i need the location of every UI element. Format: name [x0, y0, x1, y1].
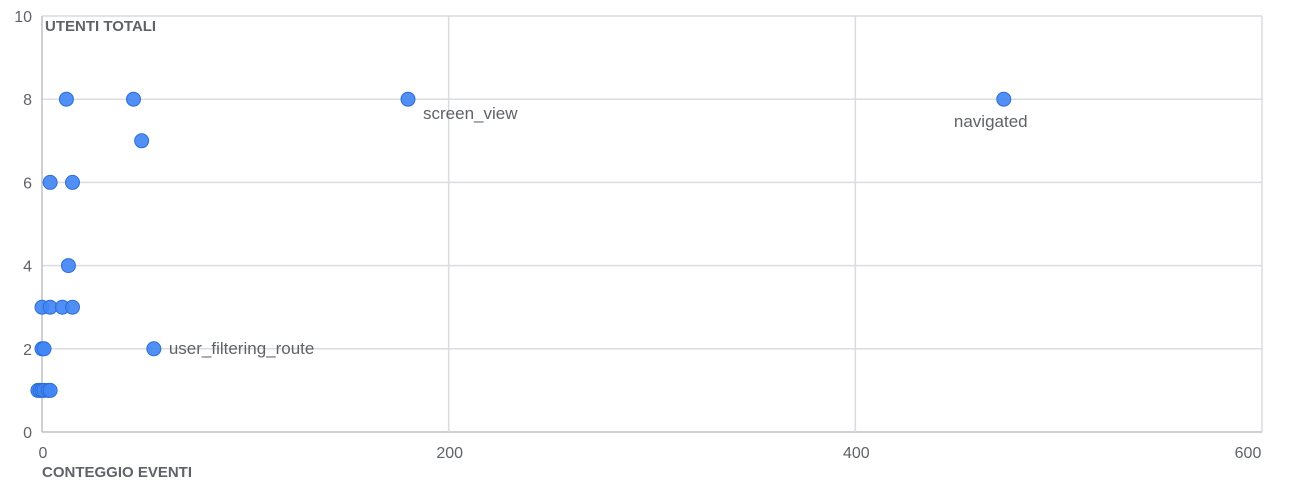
data-point-2 [400, 91, 416, 107]
y-tick-label-2: 2 [23, 342, 32, 359]
data-point-3 [996, 91, 1012, 107]
point-label-layer: screen_view navigated user_filtering_route [169, 104, 1028, 358]
point-label-screen_view: screen_view [423, 104, 518, 123]
data-point-20 [42, 382, 58, 398]
x-tick-label-600: 600 [1235, 445, 1262, 462]
point-label-user_filtering_route: user_filtering_route [169, 339, 315, 358]
data-point-13 [36, 341, 52, 357]
x-axis-title: CONTEGGIO EVENTI [42, 464, 192, 481]
data-point-7 [60, 258, 76, 274]
x-tick-label-200: 200 [436, 445, 463, 462]
data-point-0 [58, 91, 74, 107]
y-tick-label-10: 10 [14, 9, 32, 26]
data-point-6 [65, 174, 80, 190]
point-label-navigated: navigated [954, 112, 1028, 131]
data-point-4 [134, 133, 150, 149]
grid-layer [41, 15, 1263, 433]
data-point-5 [42, 174, 58, 190]
y-tick-label-6: 6 [23, 175, 32, 192]
data-point-1 [126, 91, 141, 107]
data-point-11 [65, 299, 80, 315]
y-tick-label-4: 4 [23, 259, 32, 276]
y-tick-label-8: 8 [23, 92, 32, 109]
data-point-14 [146, 341, 162, 357]
x-tick-label-400: 400 [843, 445, 870, 462]
y-axis-title: UTENTI TOTALI [45, 18, 156, 35]
data-point-layer [30, 91, 1012, 398]
x-tick-label-0: 0 [39, 445, 48, 462]
tick-label-layer: 0 2 4 6 8 10 0 200 400 600 [14, 9, 1261, 462]
y-tick-label-0: 0 [23, 425, 32, 442]
